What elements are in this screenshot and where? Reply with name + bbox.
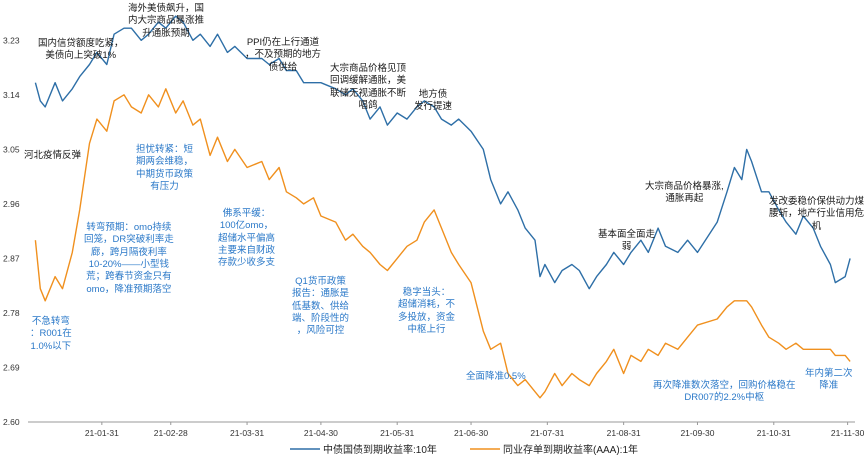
legend-label-cd: 同业存单到期收益率(AAA):1年 <box>503 443 638 456</box>
x-tick-label: 21-01-31 <box>85 428 119 438</box>
x-tick-label: 21-08-31 <box>607 428 641 438</box>
annotation-second-rrr: 年内第二次 降准 <box>805 368 853 392</box>
annotation-turn-expectation: 转弯预期：omo持续 回笼，DR突破利率走 廊，跨月隔夜利率 10-20%——小型钱荒… <box>84 222 174 295</box>
annotation-rrr-cut-half: 全面降准0.5% <box>466 371 526 382</box>
y-tick-label: 2.69 <box>3 362 20 372</box>
y-tick-labels: 3.23 3.14 3.05 2.96 2.87 2.78 2.69 2.60 <box>3 35 20 427</box>
series-lines <box>34 15 851 399</box>
y-tick-label: 3.14 <box>3 90 20 100</box>
annotation-stability-first: 稳字当头： 超储消耗，不 多投放，资金 中枢上行 <box>398 287 456 336</box>
legend-label-10y: 中债国债到期收益率:10年 <box>323 443 437 456</box>
annotation-commodity-surge: 大宗商品价格暴涨, 通胀再起 <box>645 181 724 205</box>
annotation-rrr-missed: 再次降准数次落空，回购价格稳在 DR007的2.2%中枢 <box>653 380 796 404</box>
y-tick-label: 3.05 <box>3 144 20 154</box>
y-tick-label: 2.60 <box>3 417 20 427</box>
x-tick-label: 21-06-30 <box>454 428 488 438</box>
annotation-ndrc-coal: 发改委稳价保供动力煤 腰斩，地产行业信用危机 <box>769 196 865 232</box>
legend: 中债国债到期收益率:10年 同业存单到期收益率(AAA):1年 <box>290 443 638 456</box>
x-tick-label: 21-05-31 <box>380 428 414 438</box>
annotation-ppi-uptrend: PPI仍在上行通道 ，不及预期的地方 债供给 <box>245 37 322 73</box>
x-tick-label: 21-02-28 <box>154 428 188 438</box>
y-tick-label: 2.96 <box>3 199 20 209</box>
annotation-local-bond: 地方债 发行提速 <box>414 89 453 113</box>
x-tick-label: 21-03-31 <box>230 428 264 438</box>
annotation-fundamentals-weak: 基本面全面走弱 <box>598 229 656 253</box>
annotation-no-sharp-turn: 不急转弯 ：R001在 1.0%以下 <box>30 316 72 352</box>
x-tick-label: 21-07-31 <box>530 428 564 438</box>
y-tick-label: 2.87 <box>3 253 20 263</box>
x-tick-label: 21-04-30 <box>304 428 338 438</box>
x-tick-label: 21-09-30 <box>680 428 714 438</box>
annotation-hebei-covid: 河北疫情反弹 <box>24 150 82 161</box>
annotation-buddhist-calm: 佛系平缓： 100亿omo， 超储水平偏高 主要来自财政 存款少收多支 <box>218 208 276 269</box>
y-tick-label: 2.78 <box>3 308 20 318</box>
annotation-credit-tight: 国内信贷额度吃紧， 美债向上突破1% <box>38 38 124 62</box>
series-line-aaa-cd-1y <box>34 88 851 399</box>
annotation-q1-policy-report: Q1货币政策 报告：通胀是 低基数、供给 端、阶段性的 ，风险可控 <box>292 276 350 337</box>
x-tick-label: 21-11-30 <box>831 428 865 438</box>
annotation-worry-tighten: 担忧转紧：短 期两会维稳， 中期货币政策 有压力 <box>136 144 194 193</box>
series-line-10y-treasury <box>34 15 851 290</box>
annotation-us-bond-surge: 海外美债飙升，国 内大宗商品暴涨推 升通胀预期 <box>128 3 205 39</box>
x-tick-label: 21-10-31 <box>757 428 791 438</box>
x-tick-labels: 21-01-31 21-02-28 21-03-31 21-04-30 21-05-31… <box>85 422 865 438</box>
annotation-commodity-peak: 大宗商品价格见顶 回调缓解通胀，美 联储无视通胀不断 唱鸽 <box>330 63 407 112</box>
y-tick-label: 3.23 <box>3 35 20 45</box>
